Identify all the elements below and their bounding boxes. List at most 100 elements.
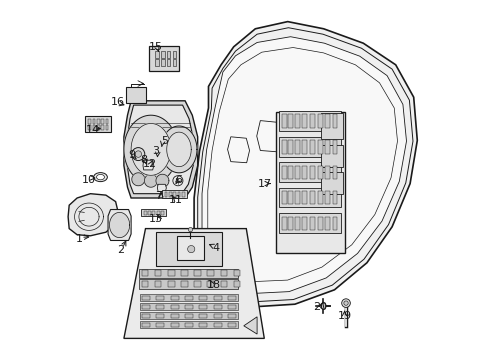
- Bar: [172, 51, 176, 58]
- Bar: [302, 140, 306, 154]
- Bar: [185, 305, 193, 309]
- Polygon shape: [156, 174, 168, 187]
- Circle shape: [172, 176, 183, 186]
- FancyBboxPatch shape: [177, 236, 204, 260]
- Text: 1: 1: [75, 234, 82, 244]
- Bar: [294, 191, 299, 204]
- FancyBboxPatch shape: [139, 279, 238, 289]
- Polygon shape: [68, 194, 118, 236]
- FancyBboxPatch shape: [85, 116, 110, 132]
- Bar: [142, 281, 148, 287]
- Polygon shape: [108, 210, 131, 240]
- Text: 11: 11: [169, 195, 183, 205]
- FancyBboxPatch shape: [320, 113, 342, 139]
- Bar: [228, 305, 236, 309]
- Bar: [92, 119, 95, 124]
- Bar: [332, 217, 337, 230]
- FancyBboxPatch shape: [279, 111, 340, 131]
- FancyBboxPatch shape: [140, 294, 237, 301]
- Text: 7: 7: [155, 191, 162, 201]
- Bar: [148, 211, 151, 215]
- Circle shape: [320, 303, 325, 309]
- Bar: [156, 296, 164, 300]
- Bar: [294, 140, 299, 154]
- Bar: [309, 217, 314, 230]
- FancyBboxPatch shape: [140, 303, 237, 310]
- Text: 20: 20: [312, 302, 326, 312]
- Bar: [156, 323, 164, 327]
- Bar: [161, 59, 164, 66]
- Bar: [207, 281, 214, 287]
- Bar: [194, 270, 201, 276]
- Bar: [199, 296, 207, 300]
- FancyBboxPatch shape: [140, 321, 237, 328]
- Bar: [156, 305, 164, 309]
- Bar: [168, 270, 174, 276]
- Polygon shape: [161, 126, 197, 173]
- Bar: [220, 270, 226, 276]
- Bar: [325, 166, 329, 179]
- Bar: [288, 140, 292, 154]
- Text: 14: 14: [85, 125, 100, 135]
- Circle shape: [132, 148, 144, 161]
- Bar: [166, 59, 170, 66]
- Text: 16: 16: [111, 96, 124, 107]
- Bar: [325, 191, 329, 204]
- FancyBboxPatch shape: [279, 188, 340, 207]
- FancyBboxPatch shape: [320, 172, 342, 194]
- Text: 2: 2: [117, 245, 123, 255]
- Polygon shape: [144, 174, 157, 187]
- Circle shape: [183, 242, 198, 256]
- Text: 18: 18: [206, 280, 221, 290]
- Text: 8: 8: [140, 155, 147, 165]
- Bar: [228, 296, 236, 300]
- Bar: [155, 281, 161, 287]
- FancyBboxPatch shape: [126, 87, 145, 103]
- Bar: [105, 125, 108, 130]
- Bar: [199, 314, 207, 318]
- Bar: [288, 166, 292, 179]
- Bar: [182, 192, 184, 197]
- Bar: [168, 281, 174, 287]
- Bar: [282, 191, 286, 204]
- Text: 4: 4: [212, 243, 219, 253]
- Ellipse shape: [94, 173, 107, 182]
- FancyBboxPatch shape: [162, 190, 186, 198]
- Bar: [105, 119, 108, 124]
- Bar: [325, 114, 329, 128]
- Polygon shape: [123, 229, 264, 338]
- Bar: [97, 119, 100, 124]
- Bar: [302, 191, 306, 204]
- Bar: [152, 211, 155, 215]
- Bar: [282, 166, 286, 179]
- Polygon shape: [123, 101, 197, 198]
- Bar: [309, 114, 314, 128]
- Polygon shape: [157, 184, 166, 192]
- Bar: [318, 217, 322, 230]
- Bar: [185, 323, 193, 327]
- Text: 6: 6: [175, 175, 182, 185]
- Bar: [233, 281, 240, 287]
- Bar: [185, 296, 193, 300]
- Circle shape: [341, 299, 349, 307]
- Bar: [166, 51, 170, 58]
- Bar: [302, 166, 306, 179]
- Text: 3: 3: [152, 146, 159, 156]
- Bar: [199, 305, 207, 309]
- Text: 13: 13: [149, 214, 163, 224]
- Bar: [220, 281, 226, 287]
- FancyBboxPatch shape: [279, 137, 340, 157]
- Bar: [318, 191, 322, 204]
- Bar: [309, 191, 314, 204]
- Bar: [155, 270, 161, 276]
- FancyBboxPatch shape: [139, 269, 238, 278]
- Text: 12: 12: [142, 159, 157, 169]
- Polygon shape: [109, 212, 129, 238]
- Circle shape: [188, 228, 192, 232]
- Bar: [332, 140, 337, 154]
- Bar: [173, 192, 176, 197]
- Bar: [143, 211, 146, 215]
- Bar: [332, 166, 337, 179]
- Text: 10: 10: [82, 175, 96, 185]
- Bar: [213, 323, 222, 327]
